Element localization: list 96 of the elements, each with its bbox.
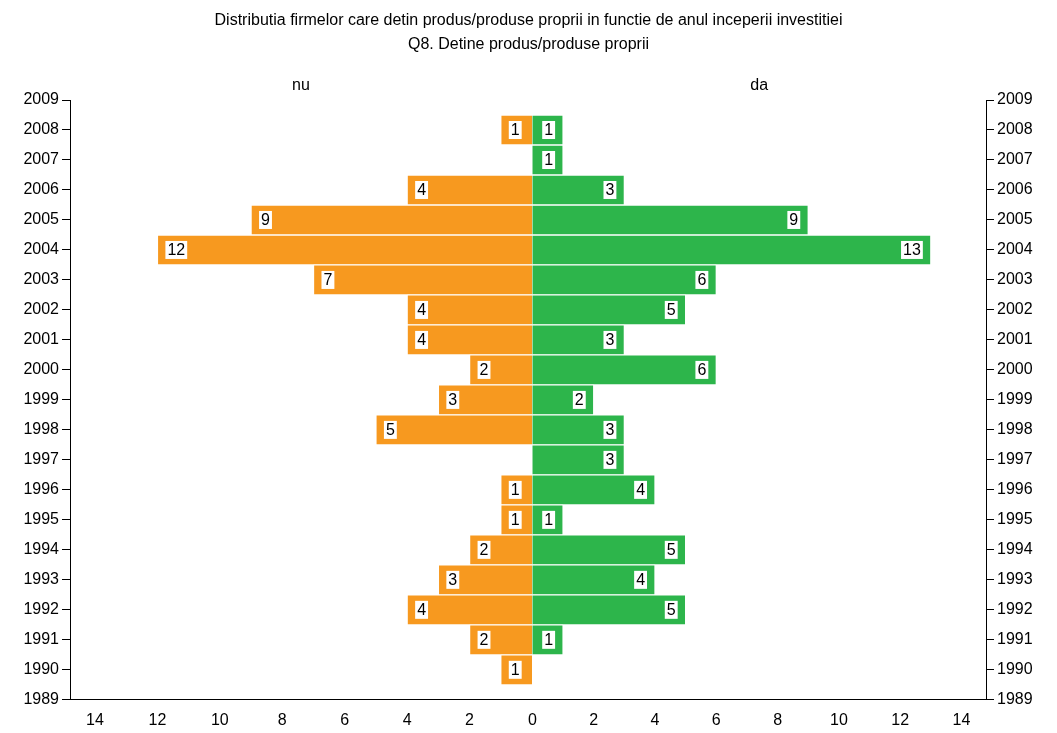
- data-label: 1: [543, 511, 553, 529]
- data-label: 1: [510, 481, 520, 499]
- x-tick-label: 8: [772, 710, 782, 728]
- y-tick-label: 2008: [996, 120, 1033, 138]
- y-tick-label: 1997: [996, 450, 1033, 468]
- chart-subtitle: Q8. Detine produs/produse proprii: [407, 34, 650, 54]
- y-tick-label: 2006: [23, 180, 60, 198]
- data-label: 9: [261, 211, 271, 229]
- data-label: 3: [605, 451, 615, 469]
- x-tick-label: 12: [890, 710, 909, 728]
- data-label: 5: [666, 601, 676, 619]
- y-tick-label: 2005: [23, 210, 60, 228]
- data-label: 3: [605, 181, 615, 199]
- x-tick-label: 10: [210, 710, 229, 728]
- y-tick-label: 2001: [23, 330, 60, 348]
- data-label: 2: [479, 631, 489, 649]
- data-label: 5: [666, 301, 676, 319]
- y-tick-label: 1991: [23, 630, 60, 648]
- data-label: 2: [479, 361, 489, 379]
- y-tick-label: 1997: [23, 450, 60, 468]
- y-tick-label: 2002: [996, 300, 1033, 318]
- data-label: 1: [543, 631, 553, 649]
- x-tick-label: 14: [952, 710, 971, 728]
- y-tick-label: 1989: [996, 690, 1033, 708]
- y-tick-label: 2000: [23, 360, 60, 378]
- x-tick-label: 6: [711, 710, 721, 728]
- y-tick-label: 2004: [996, 240, 1033, 258]
- y-tick-label: 1993: [23, 570, 60, 588]
- data-label: 1: [510, 661, 520, 679]
- data-label: 13: [902, 241, 921, 259]
- y-tick-label: 1990: [996, 660, 1033, 678]
- x-tick-label: 4: [650, 710, 660, 728]
- data-label: 3: [605, 331, 615, 349]
- x-tick-label: 2: [465, 710, 475, 728]
- y-tick-label: 1990: [23, 660, 60, 678]
- data-label: 3: [605, 421, 615, 439]
- text: da: [749, 76, 768, 94]
- y-tick-label: 1994: [996, 540, 1033, 558]
- x-tick-label: 8: [277, 710, 287, 728]
- data-label: 1: [510, 511, 520, 529]
- chart-title: Distributia firmelor care detin produs/produse proprii in functie de anul inceperii investitiei: [213, 10, 844, 30]
- data-label: 5: [385, 421, 395, 439]
- y-tick-label: 1992: [23, 600, 60, 618]
- data-label: 4: [635, 481, 645, 499]
- data-label: 12: [167, 241, 186, 259]
- data-label: 4: [417, 331, 427, 349]
- data-label: 5: [666, 541, 676, 559]
- y-tick-label: 1994: [23, 540, 60, 558]
- y-tick-label: 1995: [23, 510, 60, 528]
- y-tick-label: 2007: [996, 150, 1033, 168]
- data-label: 9: [788, 211, 798, 229]
- y-tick-label: 1995: [996, 510, 1033, 528]
- y-tick-label: 1993: [996, 570, 1033, 588]
- data-label: 4: [417, 301, 427, 319]
- y-tick-label: 1992: [996, 600, 1033, 618]
- y-tick-label: 1996: [996, 480, 1033, 498]
- y-tick-label: 2006: [996, 180, 1033, 198]
- y-tick-label: 2001: [996, 330, 1033, 348]
- y-tick-label: 1989: [23, 690, 60, 708]
- data-label: 1: [543, 151, 553, 169]
- data-label: 6: [696, 361, 706, 379]
- y-tick-label: 1996: [23, 480, 60, 498]
- y-tick-label: 1998: [23, 420, 60, 438]
- y-tick-label: 2002: [23, 300, 60, 318]
- y-tick-label: 2009: [996, 90, 1033, 108]
- x-tick-label: 4: [402, 710, 412, 728]
- x-tick-label: 12: [148, 710, 167, 728]
- data-label: 3: [448, 391, 458, 409]
- y-tick-label: 2007: [23, 150, 60, 168]
- x-tick-label: 0: [527, 710, 537, 728]
- data-label: 1: [543, 121, 553, 139]
- y-tick-label: 2009: [23, 90, 60, 108]
- y-tick-label: 2004: [23, 240, 60, 258]
- y-tick-label: 2003: [23, 270, 60, 288]
- data-label: 4: [417, 601, 427, 619]
- y-tick-label: 1991: [996, 630, 1033, 648]
- y-tick-label: 1998: [996, 420, 1033, 438]
- data-label: 7: [323, 271, 333, 289]
- y-tick-label: 2005: [996, 210, 1033, 228]
- data-label: 3: [448, 571, 458, 589]
- x-tick-label: 10: [829, 710, 848, 728]
- data-label: 4: [417, 181, 427, 199]
- data-label: 2: [479, 541, 489, 559]
- y-tick-label: 1999: [996, 390, 1033, 408]
- x-tick-label: 2: [588, 710, 598, 728]
- y-tick-label: 2003: [996, 270, 1033, 288]
- x-tick-label: 6: [340, 710, 350, 728]
- y-tick-label: 2008: [23, 120, 60, 138]
- y-tick-label: 2000: [996, 360, 1033, 378]
- text: nu: [292, 76, 310, 94]
- x-tick-label: 14: [86, 710, 104, 728]
- data-label: 1: [510, 121, 520, 139]
- data-label: 2: [574, 391, 584, 409]
- y-tick-label: 1999: [23, 390, 60, 408]
- data-label: 6: [696, 271, 706, 289]
- data-label: 4: [635, 571, 645, 589]
